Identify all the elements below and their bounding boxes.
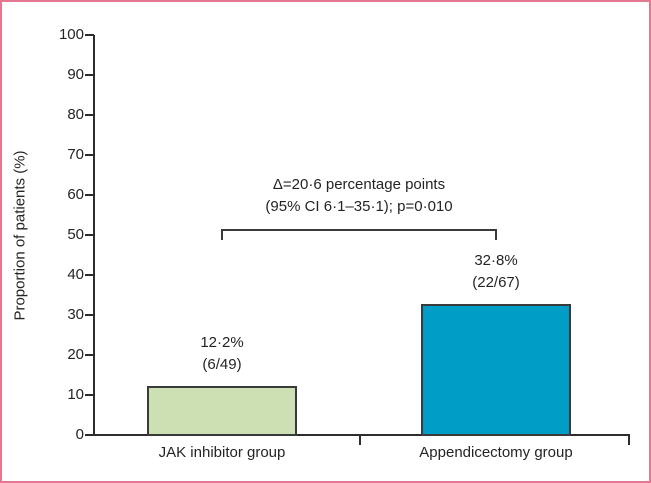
y-tick-mark — [85, 394, 94, 396]
y-tick-mark — [85, 194, 94, 196]
y-tick-label: 30 — [67, 306, 84, 323]
y-axis-line — [93, 35, 95, 436]
bar-value-line: 32·8% — [474, 251, 518, 269]
y-tick-label: 100 — [58, 26, 84, 43]
y-tick-mark — [85, 234, 94, 236]
bar-value-line: (6/49) — [202, 356, 242, 374]
y-tick-label: 0 — [75, 426, 84, 443]
y-tick-label: 10 — [67, 386, 84, 403]
y-tick-label: 80 — [67, 106, 84, 123]
comparison-bracket — [221, 229, 497, 240]
bar-appendicectomy — [421, 303, 571, 436]
y-axis-title: Proportion of patients (%) — [11, 150, 29, 321]
y-tick-mark — [85, 274, 94, 276]
category-label: Appendicectomy group — [419, 444, 573, 461]
y-tick-label: 40 — [67, 266, 84, 283]
y-tick-mark — [85, 74, 94, 76]
y-tick-mark — [85, 314, 94, 316]
bar-value-line: 12·2% — [200, 334, 244, 352]
y-tick-mark — [85, 434, 94, 436]
x-tick-mark — [359, 436, 361, 445]
y-tick-mark — [85, 34, 94, 36]
annotation-line-delta: Δ=20·6 percentage points — [272, 176, 446, 193]
x-axis-line — [93, 434, 630, 436]
bar-value-line: (22/67) — [472, 273, 520, 291]
annotation-line-ci: (95% CI 6·1–35·1); p=0·010 — [265, 198, 453, 215]
y-tick-label: 70 — [67, 146, 84, 163]
annotation-text: Δ=20·6 percentage points (95% CI 6·1–35·… — [265, 174, 452, 218]
x-tick-mark — [628, 436, 630, 445]
y-tick-mark — [85, 354, 94, 356]
bar-value-label: 32·8% (22/67) — [426, 250, 566, 294]
y-tick-label: 50 — [67, 226, 84, 243]
bar-value-label: 12·2% (6/49) — [152, 332, 292, 376]
y-tick-label: 20 — [67, 346, 84, 363]
y-tick-mark — [85, 114, 94, 116]
bar-jak-inhibitor — [147, 386, 297, 436]
y-tick-label: 60 — [67, 186, 84, 203]
category-label: JAK inhibitor group — [158, 444, 286, 461]
y-tick-mark — [85, 154, 94, 156]
y-tick-label: 90 — [67, 66, 84, 83]
